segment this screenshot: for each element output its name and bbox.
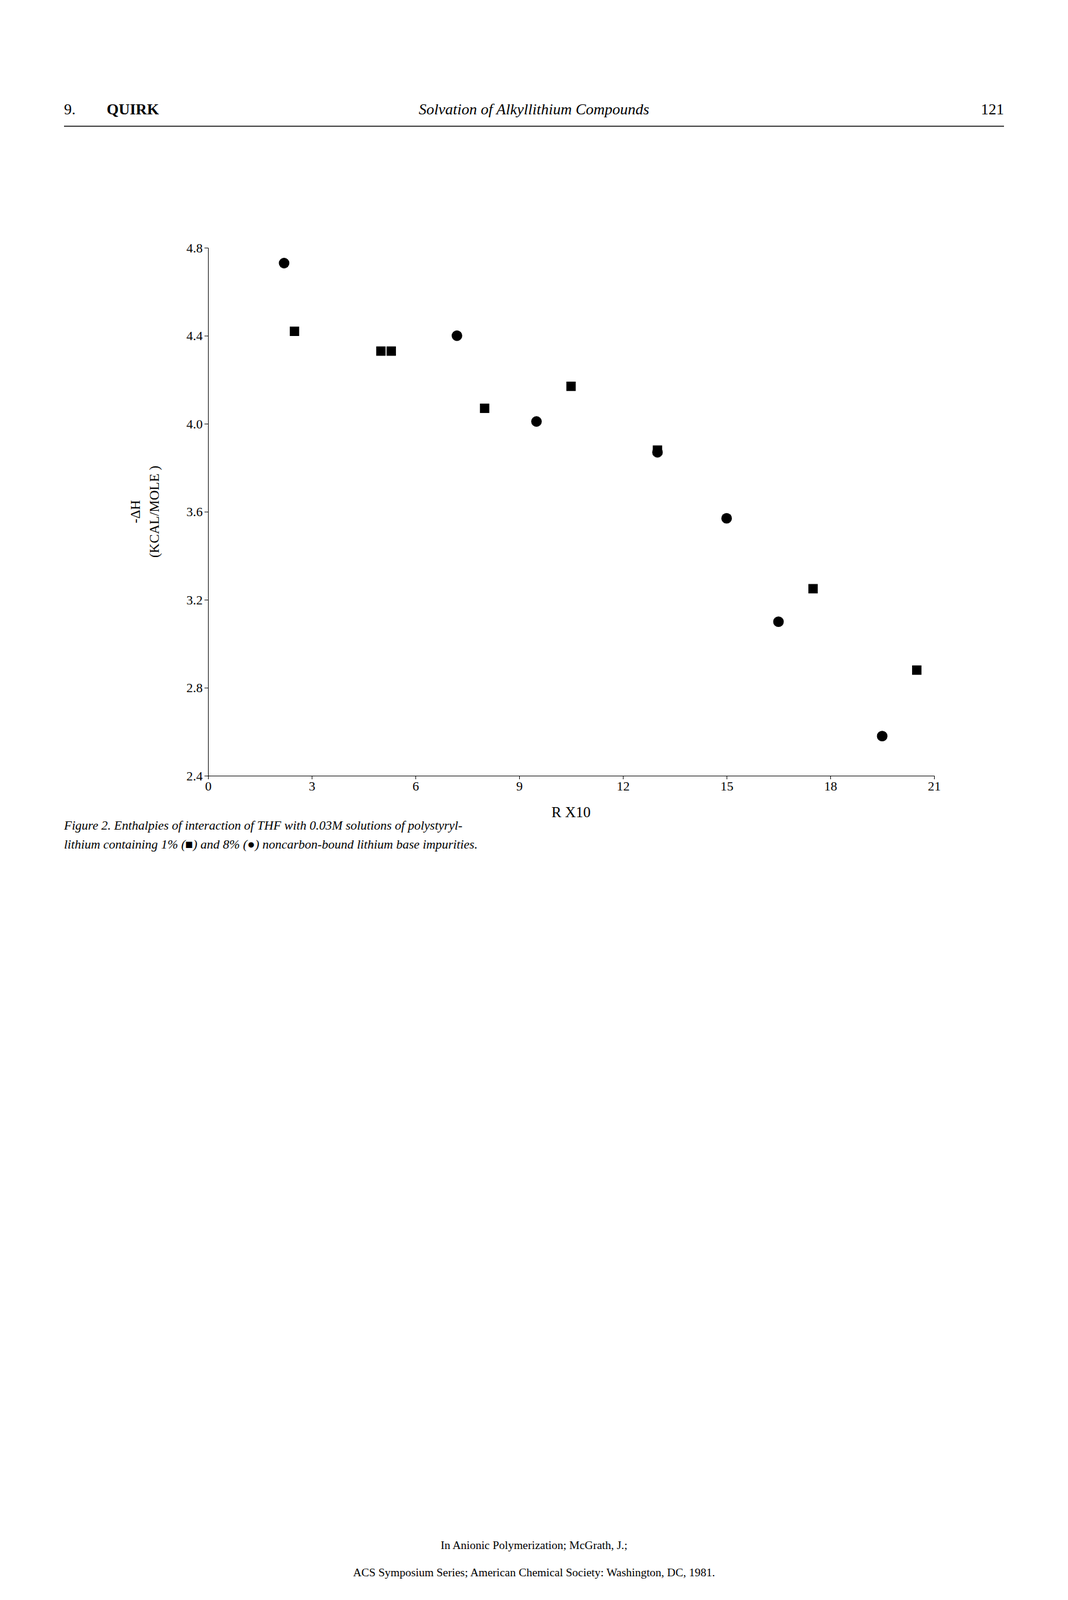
caption-line: Figure 2. Enthalpies of interaction of T… xyxy=(63,818,463,833)
x-tick-label: 15 xyxy=(720,778,734,794)
circle-point xyxy=(877,730,888,742)
x-axis: 0 3 6 9 12 15 18 21 xyxy=(205,775,942,794)
y-tick-mark xyxy=(204,336,209,337)
circle-point xyxy=(721,513,732,524)
y-tick: 2.8 xyxy=(186,680,209,696)
x-tick: 6 xyxy=(412,775,420,794)
y-tick-mark xyxy=(204,247,209,249)
chart: 0 3 6 9 12 15 18 21 2.4 2.8 3.2 3.6 4.0 4.4 4.8 R X10 -Δ… xyxy=(0,0,1068,1600)
y-tick: 4.0 xyxy=(186,416,209,432)
circle-point xyxy=(278,257,290,269)
y-tick-label: 3.6 xyxy=(186,504,204,520)
points xyxy=(278,257,922,742)
square-point xyxy=(386,346,396,357)
header-rule xyxy=(64,125,1004,127)
x-tick-label: 21 xyxy=(928,778,942,794)
y-axis-line xyxy=(204,248,209,777)
y-tick-label: 2.8 xyxy=(186,680,204,696)
y-axis-title-line: (KCAL/MOLE ) xyxy=(146,465,162,558)
y-tick-label: 4.0 xyxy=(186,416,204,432)
x-tick-label: 6 xyxy=(412,778,420,794)
footer-line: In Anionic Polymerization; McGrath, J.; xyxy=(440,1539,628,1552)
circle-point xyxy=(451,330,463,342)
circle-point xyxy=(531,416,542,427)
y-tick-mark xyxy=(204,423,209,425)
y-tick-mark xyxy=(204,775,209,777)
y-tick: 2.4 xyxy=(186,768,209,784)
x-tick-label: 12 xyxy=(616,778,631,794)
y-tick-mark xyxy=(204,599,209,601)
x-tick: 18 xyxy=(824,775,838,794)
footer-line: ACS Symposium Series; American Chemical … xyxy=(353,1566,716,1579)
x-tick: 12 xyxy=(616,775,631,794)
y-tick: 3.2 xyxy=(186,592,209,608)
y-tick-mark xyxy=(204,512,209,513)
x-tick-label: 3 xyxy=(308,778,316,794)
y-axis: 2.4 2.8 3.2 3.6 4.0 4.4 4.8 xyxy=(186,240,209,784)
y-tick-label: 2.4 xyxy=(186,768,204,784)
x-tick-label: 9 xyxy=(516,778,523,794)
header-author: QUIRK xyxy=(106,100,160,118)
x-tick: 15 xyxy=(720,775,734,794)
y-tick: 4.8 xyxy=(186,240,209,256)
header-page: 121 xyxy=(980,100,1004,118)
square-point xyxy=(808,584,818,594)
header-title: Solvation of Alkyllithium Compounds xyxy=(419,100,650,118)
circle-point xyxy=(773,616,785,628)
x-tick-label: 18 xyxy=(824,778,838,794)
x-axis-title: R X10 xyxy=(551,804,591,821)
x-tick: 3 xyxy=(308,775,316,794)
caption-line: lithium containing 1% (■) and 8% (●) non… xyxy=(64,837,478,852)
y-tick: 3.6 xyxy=(186,504,209,520)
x-tick: 21 xyxy=(928,775,942,794)
square-point xyxy=(376,346,386,357)
square-point xyxy=(480,403,490,414)
x-tick-label: 0 xyxy=(205,778,212,794)
y-tick-label: 4.4 xyxy=(186,328,204,344)
x-tick: 0 xyxy=(205,775,212,794)
y-tick-mark xyxy=(204,688,209,689)
y-tick-label: 4.8 xyxy=(186,240,204,256)
square-point xyxy=(912,665,922,676)
header-number: 9. xyxy=(64,100,76,118)
square-point xyxy=(566,381,577,392)
x-tick: 9 xyxy=(516,775,523,794)
y-axis-title: -ΔH(KCAL/MOLE ) xyxy=(128,465,162,558)
circle-point xyxy=(651,446,663,458)
y-axis-title-line: -ΔH xyxy=(128,500,143,524)
y-tick: 4.4 xyxy=(186,328,209,344)
square-point xyxy=(289,326,300,337)
y-tick-label: 3.2 xyxy=(186,592,204,608)
